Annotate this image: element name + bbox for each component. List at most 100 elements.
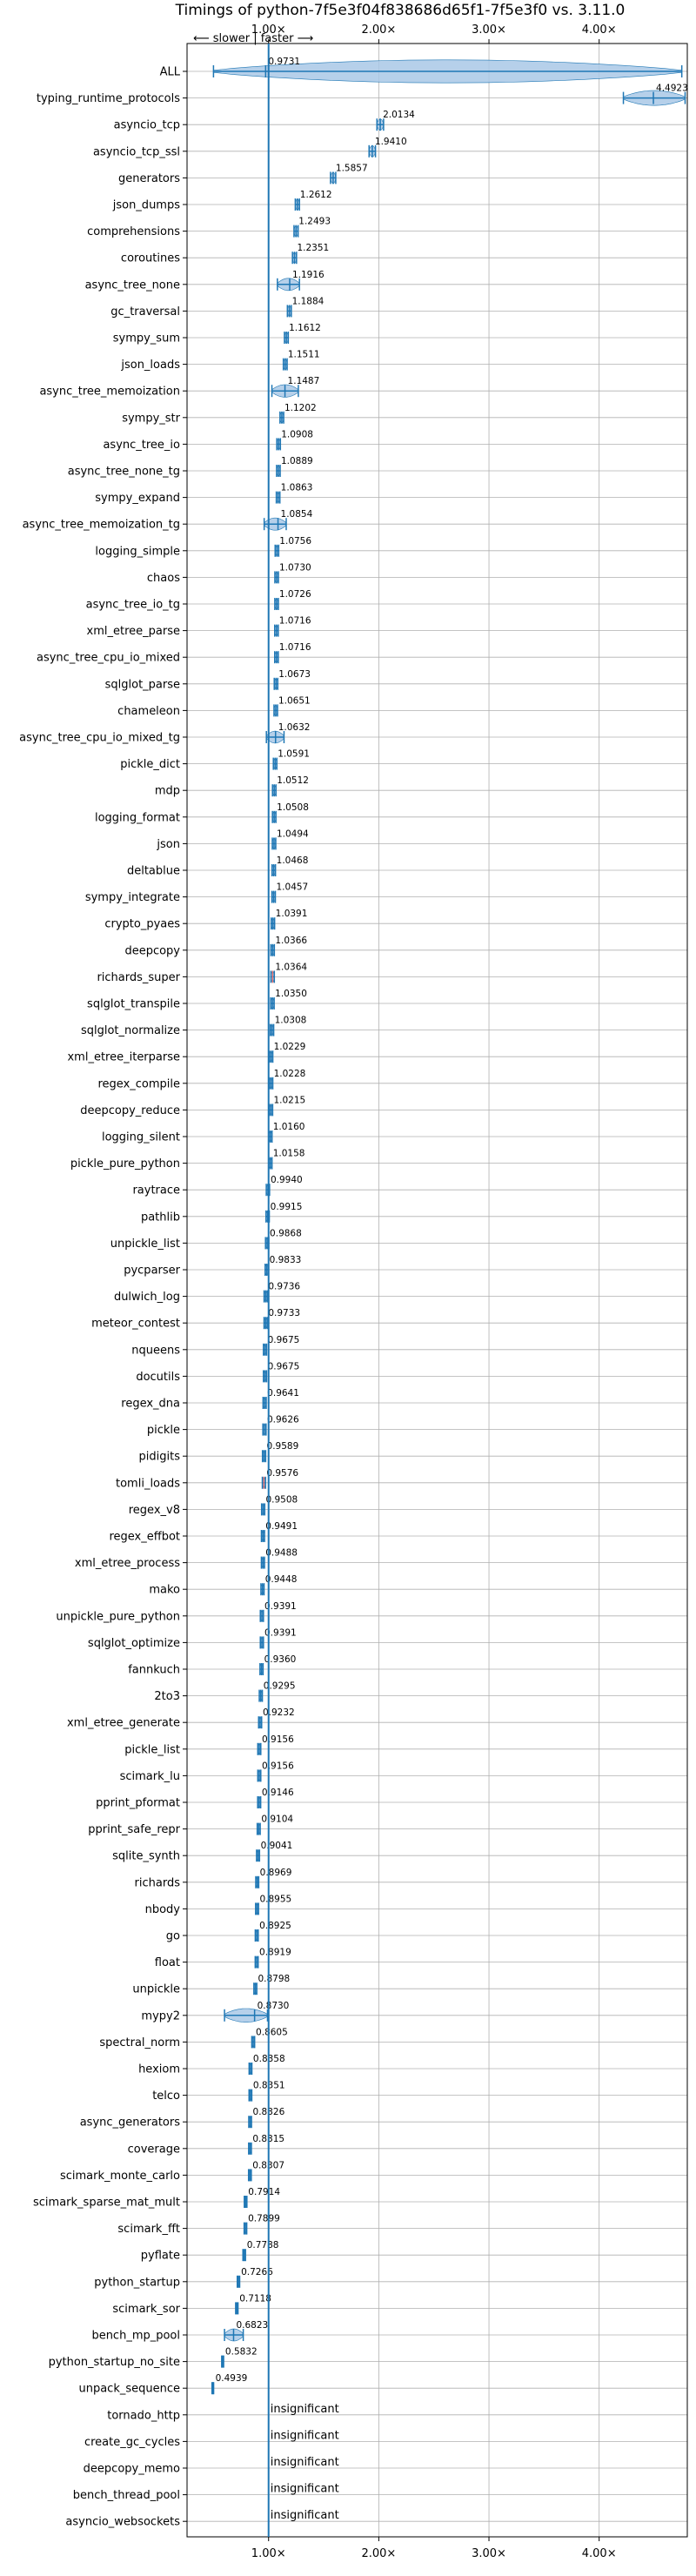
value-label: 1.0228 <box>274 1069 306 1079</box>
category-label-crypto-pyaes: crypto_pyaes <box>104 918 180 931</box>
violin-regex-compile <box>268 1077 274 1090</box>
category-label-logging-simple: logging_simple <box>95 545 180 558</box>
value-label: 0.7914 <box>248 2187 280 2197</box>
violin-mypy2 <box>224 2008 269 2023</box>
violin-python-startup-no-site <box>221 2355 224 2368</box>
category-label-unpickle: unpickle <box>132 1983 180 1996</box>
value-label: 0.9448 <box>265 1574 298 1585</box>
x-tick-label-bottom: 4.00× <box>582 2547 617 2560</box>
value-label: 0.9833 <box>270 1255 302 1265</box>
violin-dulwich-log <box>263 1290 268 1303</box>
value-label: 1.1487 <box>288 376 320 386</box>
insignificant-label: insignificant <box>271 2483 339 2496</box>
value-label: 0.8955 <box>259 1894 291 1904</box>
value-label: 1.0716 <box>279 616 311 627</box>
violin-deepcopy-reduce <box>268 1104 274 1117</box>
category-label-regex-v8: regex_v8 <box>129 1504 180 1517</box>
value-label: 1.0457 <box>277 882 309 893</box>
category-label-unpickle-pure-python: unpickle_pure_python <box>56 1610 180 1623</box>
value-label: 1.0716 <box>279 642 311 653</box>
value-label: 1.1511 <box>288 350 320 360</box>
category-label-scimark-lu: scimark_lu <box>120 1770 180 1783</box>
value-label: 1.0730 <box>279 562 311 573</box>
plot-frame <box>186 43 688 2538</box>
value-label: 4.4923 <box>656 84 688 94</box>
category-label-scimark-fft: scimark_fft <box>117 2223 180 2236</box>
category-label-spectral-norm: spectral_norm <box>99 2036 180 2049</box>
value-labels: 0.9731 4.4923 2.0134 1.9410 1.5857 1.2612 1.24… <box>216 57 688 2522</box>
violin-pickle <box>262 1423 267 1436</box>
insignificant-label: insignificant <box>271 2403 339 2416</box>
category-label-xml-etree-process: xml_etree_process <box>75 1557 180 1570</box>
category-label-pickle-list: pickle_list <box>124 1743 180 1756</box>
value-label: 1.0366 <box>275 936 307 946</box>
value-label: 0.8730 <box>258 2001 290 2011</box>
value-label: 0.9736 <box>268 1282 300 1292</box>
violin-sympy-expand <box>275 491 281 504</box>
value-label: 1.0508 <box>277 802 309 813</box>
category-label-nbody: nbody <box>145 1903 181 1916</box>
category-label-sqlglot-transpile: sqlglot_transpile <box>87 998 180 1011</box>
category-label-create-gc-cycles: create_gc_cycles <box>84 2436 180 2449</box>
violin-spectral-norm <box>251 2036 256 2049</box>
category-label-async-tree-io: async_tree_io <box>103 439 180 452</box>
category-label-tomli-loads: tomli_loads <box>116 1477 180 1490</box>
value-label: 0.9295 <box>264 1681 296 1692</box>
value-label: 1.0364 <box>275 962 307 972</box>
category-label-pprint-safe-repr: pprint_safe_repr <box>88 1823 180 1836</box>
violin-docutils <box>263 1370 268 1383</box>
value-label: 1.0908 <box>281 429 313 439</box>
violin-unpack-sequence <box>211 2382 215 2395</box>
violin-coverage <box>248 2142 252 2155</box>
violin-async-tree-memoization <box>271 384 299 398</box>
violin-nbody <box>255 1902 259 1915</box>
value-label: 0.8919 <box>259 1948 291 1958</box>
category-label-all: ALL <box>160 66 181 79</box>
category-label-gc-traversal: gc_traversal <box>110 305 180 319</box>
violin-telco <box>248 2089 253 2102</box>
value-label: 1.1884 <box>292 296 325 306</box>
category-label-async-tree-cpu-io-mixed: async_tree_cpu_io_mixed <box>37 652 180 665</box>
category-label-meteor-contest: meteor_contest <box>91 1318 180 1331</box>
value-label: 1.0756 <box>279 536 311 547</box>
category-label-bench-thread-pool: bench_thread_pool <box>73 2489 180 2502</box>
value-label: 0.8969 <box>260 1868 292 1878</box>
category-label-python-startup: python_startup <box>94 2276 180 2289</box>
chart-title: Timings of python-7f5e3f04f838686d65f1-7… <box>175 2 626 19</box>
violin-async-tree-none <box>277 278 300 292</box>
violin-xml-etree-process <box>260 1556 265 1569</box>
x-tick-label-top: 2.00× <box>361 23 396 37</box>
value-label: 0.9104 <box>261 1815 293 1825</box>
violin-sympy-sum <box>284 332 290 344</box>
violin-comprehensions <box>293 225 299 238</box>
category-label-python-startup-no-site: python_startup_no_site <box>49 2356 180 2369</box>
category-label-regex-compile: regex_compile <box>97 1077 180 1090</box>
value-label: 1.0591 <box>278 749 310 760</box>
value-label: 0.9488 <box>265 1548 298 1559</box>
value-label: 1.0494 <box>277 828 309 839</box>
violin-meteor-contest <box>263 1317 268 1330</box>
value-label: 1.2612 <box>300 190 332 200</box>
category-label-docutils: docutils <box>136 1371 180 1384</box>
value-label: 1.0468 <box>277 855 309 866</box>
violin-crypto-pyaes <box>270 917 276 930</box>
value-label: 0.8605 <box>256 2027 288 2037</box>
violin-scimark-lu <box>257 1769 262 1782</box>
violin-async-generators <box>248 2116 252 2129</box>
violin-deepcopy <box>270 943 276 956</box>
violin-fannkuch <box>259 1663 264 1675</box>
direction-label: ⟵ slower | faster ⟶ <box>193 32 313 45</box>
category-label-scimark-sor: scimark_sor <box>112 2303 180 2316</box>
value-label: 1.0673 <box>278 669 311 680</box>
violins <box>211 59 686 2395</box>
value-label: 0.9156 <box>262 1734 294 1745</box>
violin-mako <box>260 1583 265 1596</box>
value-label: 1.0158 <box>273 1149 305 1159</box>
violin-xml-etree-generate <box>258 1716 263 1729</box>
category-label-pickle: pickle <box>147 1424 180 1437</box>
value-label: 0.9626 <box>267 1415 299 1426</box>
category-label-pathlib: pathlib <box>141 1211 180 1224</box>
category-label-unpack-sequence: unpack_sequence <box>78 2383 180 2396</box>
violin-generators <box>330 171 337 184</box>
